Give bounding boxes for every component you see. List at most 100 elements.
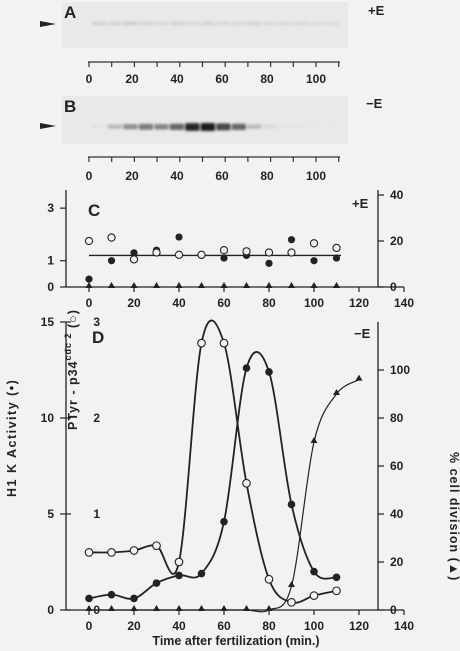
panel-c-x-tick-label: 120	[349, 296, 369, 310]
panel-d-h1k-point	[332, 573, 341, 582]
panel-c-x-tick-label: 60	[217, 296, 231, 310]
panel-d-right-ylabel: % cell division (▲)	[447, 452, 460, 581]
panel-c-division-point	[175, 282, 183, 288]
panel-d-left-tick-label: 10	[41, 411, 55, 425]
panel-d-h1k-point	[265, 368, 273, 376]
panel-d-xlabel: Time after fertilization (min.)	[152, 634, 319, 648]
panel-c-label: C	[88, 201, 100, 220]
panel-c-division-point	[265, 282, 273, 288]
panel-d-right-tick-label: 60	[390, 459, 404, 473]
panel-c-x-tick-label: 0	[86, 296, 93, 310]
panel-d-h1k-point	[152, 579, 161, 587]
panel-c-h1k-point	[175, 233, 183, 241]
gel-panel-a: A +E 0 20 40 60 80 100	[40, 2, 385, 86]
gel-b-bands	[92, 123, 340, 131]
gel-b-background	[62, 96, 348, 144]
gel-b-tick-label: 40	[170, 169, 184, 183]
panel-c-left-tick-label: 1	[47, 254, 54, 268]
panel-d-h1k-curve	[88, 351, 337, 600]
gel-band	[154, 21, 169, 26]
panel-d-left-tick-label: 0	[47, 603, 54, 617]
gel-band	[216, 123, 231, 131]
gel-b-tick-label: 100	[306, 169, 326, 183]
panel-c-x-tick-label: 140	[394, 296, 414, 310]
panel-c-division-point	[198, 282, 205, 288]
panel-d-ptyr-point	[107, 548, 116, 557]
panel-d-x-tick-label: 40	[172, 619, 186, 633]
gel-band	[185, 123, 200, 131]
panel-d-division-point	[85, 605, 93, 611]
panel-c-division-point	[243, 282, 250, 288]
panel-c-division-point	[310, 282, 318, 288]
panel-d-ptyr-point	[152, 541, 161, 551]
panel-d-division-point	[355, 374, 363, 381]
panel-d-division-point	[310, 437, 318, 443]
gel-b-tick-label: 80	[260, 169, 274, 183]
panel-d-h1k-point	[310, 567, 318, 576]
gel-a-tick-label: 0	[86, 72, 93, 86]
panel-c-condition: +E	[352, 196, 369, 211]
panel-c-ptyr-point	[287, 248, 296, 257]
gel-band	[169, 21, 185, 26]
panel-d-right-tick-label: 40	[390, 507, 404, 521]
panel-c-ptyr-point	[197, 250, 206, 259]
panel-d-h1k-point	[287, 500, 296, 509]
panel-c-ptyr-point	[219, 246, 229, 255]
gel-band	[293, 124, 309, 128]
panel-b-condition: −E	[366, 96, 383, 111]
gel-a-tick-label: 100	[306, 72, 326, 86]
panel-d-x-tick-label: 140	[394, 619, 414, 633]
panel-d-condition: −E	[354, 326, 371, 341]
gel-b-tick-label: 0	[86, 169, 93, 183]
panel-d-h1k-point	[197, 569, 206, 578]
panel-c-ptyr-point	[332, 243, 341, 253]
gel-band	[123, 124, 138, 130]
panel-d-mid-tick-label: 1	[93, 507, 100, 521]
gel-band	[278, 124, 293, 129]
gel-b-tick-label: 20	[125, 169, 139, 183]
panel-d-ptyr-point	[242, 478, 251, 488]
panel-a-condition: +E	[368, 3, 385, 18]
panel-d-left-tick-label: 15	[41, 315, 55, 329]
panel-c-x-tick-label: 80	[262, 296, 276, 310]
panel-c-right-tick-label: 40	[390, 188, 404, 202]
panel-c-ptyr-point	[129, 255, 139, 264]
panel-c-h1k-point	[265, 259, 273, 267]
panel-c-h1k-point	[107, 257, 116, 265]
gel-a-bands	[92, 21, 340, 26]
panel-d-h1k-point	[85, 594, 93, 603]
panel-a-label: A	[64, 3, 76, 22]
panel-c-h1k-point	[85, 275, 93, 283]
panel-d-division-point	[108, 605, 115, 611]
panel-d-division-point	[198, 605, 205, 611]
panel-d-ptyr-point	[332, 586, 341, 596]
gel-a-tick-label: 40	[170, 72, 184, 86]
panel-d-ptyr-point	[309, 591, 319, 600]
gel-band	[324, 125, 340, 129]
gel-band	[262, 124, 278, 129]
panel-d-mid-ylabel: PTyr - p34cdc 2 (○)	[63, 309, 80, 430]
panel-c-x-tick-label: 100	[304, 296, 324, 310]
gel-b-tick-label: 60	[215, 169, 229, 183]
chart-panel-d: D −E H1 K Activity (•) PTyr - p34cdc 2 (…	[5, 309, 460, 648]
panel-d-x-tick-label: 120	[349, 619, 369, 633]
panel-c-division-point	[333, 282, 340, 288]
gel-band	[138, 21, 154, 26]
gel-band	[123, 21, 138, 26]
panel-c-division-point	[108, 282, 115, 288]
gel-a-tick-label: 20	[125, 72, 139, 86]
panel-c-ptyr-point	[107, 233, 116, 242]
panel-c-left-tick-label: 3	[47, 201, 54, 215]
gel-band	[278, 21, 293, 26]
gel-band	[247, 124, 262, 129]
gel-band	[231, 123, 247, 130]
panel-d-left-tick-label: 5	[47, 507, 54, 521]
panel-d-ptyr-point	[129, 546, 139, 555]
gel-band	[138, 123, 154, 130]
panel-d-division-point	[220, 605, 228, 611]
gel-band	[262, 21, 278, 26]
panel-c-x-tick-label: 20	[127, 296, 141, 310]
panel-d-mid-tick-label: 3	[93, 315, 100, 329]
gel-band	[154, 124, 169, 130]
